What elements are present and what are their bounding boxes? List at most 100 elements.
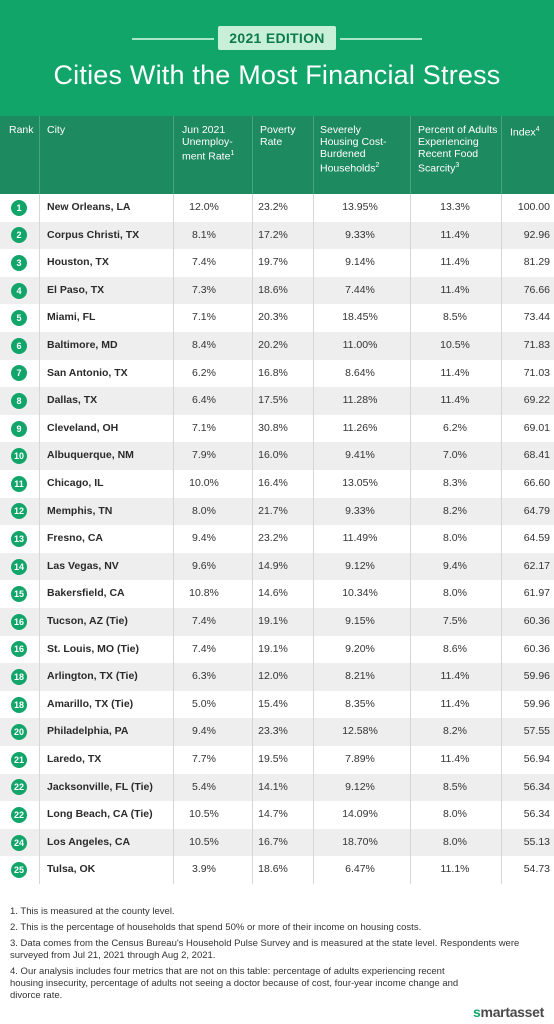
rank-badge: 10: [11, 448, 27, 465]
city-name: New Orleans, LA: [47, 201, 131, 213]
poverty-value: 18.6%: [258, 283, 288, 296]
food-scarcity-value: 11.4%: [440, 366, 470, 379]
poverty-value: 20.3%: [258, 311, 288, 324]
unemployment-value: 10.8%: [189, 587, 219, 600]
unemployment-value: 9.4%: [192, 725, 216, 738]
city-name: Chicago, IL: [47, 477, 104, 489]
housing-value: 7.44%: [345, 283, 375, 296]
index-value: 64.59: [523, 532, 550, 545]
poverty-value: 23.2%: [258, 532, 288, 545]
index-value: 61.97: [523, 587, 550, 600]
housing-value: 13.95%: [342, 201, 378, 213]
food-scarcity-value: 11.4%: [440, 670, 470, 683]
column-divider: [252, 116, 253, 194]
unemployment-value: 9.4%: [192, 532, 216, 545]
housing-value: 9.20%: [345, 642, 375, 655]
housing-value: 11.49%: [342, 532, 378, 545]
table-row: 9 Cleveland, OH 7.1% 30.8% 11.26% 6.2% 69.01: [0, 415, 554, 443]
rank-badge: 9: [11, 420, 27, 437]
index-value: 100.00: [517, 201, 550, 213]
rank-badge: 22: [11, 779, 27, 796]
divider: [340, 38, 422, 40]
food-scarcity-value: 8.0%: [443, 532, 467, 545]
unemployment-value: 5.4%: [192, 780, 216, 793]
food-scarcity-value: 11.4%: [440, 697, 470, 710]
poverty-value: 14.1%: [258, 780, 288, 793]
index-value: 69.01: [523, 421, 550, 434]
table-row: 16 St. Louis, MO (Tie) 7.4% 19.1% 9.20% 8.6% 6…: [0, 636, 554, 664]
city-name: Arlington, TX (Tie): [47, 670, 138, 683]
food-scarcity-value: 11.1%: [440, 863, 470, 876]
table-row: 8 Dallas, TX 6.4% 17.5% 11.28% 11.4% 69.22: [0, 387, 554, 415]
page-title: Cities With the Most Financial Stress: [53, 60, 501, 90]
food-scarcity-value: 8.2%: [443, 725, 467, 738]
rank-badge: 21: [11, 751, 27, 768]
city-name: Memphis, TN: [47, 504, 113, 517]
index-value: 62.17: [523, 559, 550, 572]
table-row: 15 Bakersfield, CA 10.8% 14.6% 10.34% 8.0% 61.…: [0, 580, 554, 608]
poverty-value: 19.1%: [258, 642, 288, 655]
city-name: Jacksonville, FL (Tie): [47, 780, 153, 793]
city-name: Las Vegas, NV: [47, 559, 119, 572]
table-row: 12 Memphis, TN 8.0% 21.7% 9.33% 8.2% 64.79: [0, 497, 554, 526]
city-name: El Paso, TX: [47, 283, 105, 296]
footnotes: 1. This is measured at the county level.…: [0, 894, 554, 1024]
housing-value: 9.12%: [345, 559, 375, 572]
unemployment-value: 6.4%: [192, 394, 216, 407]
housing-value: 7.89%: [345, 753, 375, 765]
city-name: St. Louis, MO (Tie): [47, 642, 139, 655]
city-name: Fresno, CA: [47, 532, 104, 545]
food-scarcity-value: 7.5%: [443, 615, 467, 627]
rank-badge: 2: [11, 227, 27, 244]
table-row: 22 Jacksonville, FL (Tie) 5.4% 14.1% 9.12% 8.…: [0, 773, 554, 802]
index-value: 60.36: [523, 615, 550, 627]
poverty-value: 14.6%: [258, 587, 288, 600]
city-name: Corpus Christi, TX: [47, 228, 140, 241]
divider: [132, 38, 214, 40]
unemployment-value: 7.9%: [192, 449, 216, 462]
food-scarcity-value: 13.3%: [440, 201, 470, 213]
poverty-value: 21.7%: [258, 504, 288, 517]
housing-value: 12.58%: [342, 725, 378, 738]
city-name: San Antonio, TX: [47, 366, 128, 379]
column-divider: [501, 194, 502, 884]
unemployment-value: 3.9%: [192, 863, 216, 876]
unemployment-value: 10.5%: [189, 835, 219, 848]
index-value: 56.34: [523, 780, 550, 793]
index-value: 56.34: [523, 808, 550, 821]
index-value: 56.94: [523, 753, 550, 765]
rank-badge: 18: [11, 696, 27, 713]
rank-badge: 24: [11, 834, 27, 851]
table-row: 14 Las Vegas, NV 9.6% 14.9% 9.12% 9.4% 62.17: [0, 552, 554, 581]
rank-badge: 14: [11, 558, 27, 575]
city-name: Tulsa, OK: [47, 863, 96, 876]
index-value: 66.60: [523, 477, 550, 489]
column-divider: [313, 116, 314, 194]
poverty-value: 19.1%: [258, 615, 288, 627]
city-name: Long Beach, CA (Tie): [47, 808, 153, 821]
footnote: 4. Our analysis includes four metrics th…: [10, 966, 459, 1001]
table-row: 21 Laredo, TX 7.7% 19.5% 7.89% 11.4% 56.94: [0, 746, 554, 774]
housing-value: 6.47%: [345, 863, 375, 876]
index-value: 92.96: [523, 228, 550, 241]
index-value: 69.22: [523, 394, 550, 407]
table-row: 7 San Antonio, TX 6.2% 16.8% 8.64% 11.4% 71.03: [0, 360, 554, 388]
food-scarcity-value: 9.4%: [443, 559, 467, 572]
unemployment-value: 7.4%: [192, 256, 216, 269]
unemployment-value: 8.4%: [192, 339, 216, 351]
rank-badge: 15: [11, 586, 27, 603]
food-scarcity-value: 11.4%: [440, 283, 470, 296]
index-value: 71.83: [523, 339, 550, 351]
index-value: 68.41: [523, 449, 550, 462]
city-name: Houston, TX: [47, 256, 109, 269]
table-row: 18 Amarillo, TX (Tie) 5.0% 15.4% 8.35% 11.4% 5…: [0, 691, 554, 719]
poverty-value: 16.8%: [258, 366, 288, 379]
food-scarcity-value: 8.0%: [443, 587, 467, 600]
housing-value: 8.21%: [345, 670, 375, 683]
table-row: 2 Corpus Christi, TX 8.1% 17.2% 9.33% 11.4% 92…: [0, 221, 554, 250]
rank-badge: 6: [11, 337, 27, 354]
index-value: 60.36: [523, 642, 550, 655]
column-divider: [410, 194, 411, 884]
rank-badge: 25: [11, 862, 27, 879]
unemployment-value: 6.2%: [192, 366, 216, 379]
